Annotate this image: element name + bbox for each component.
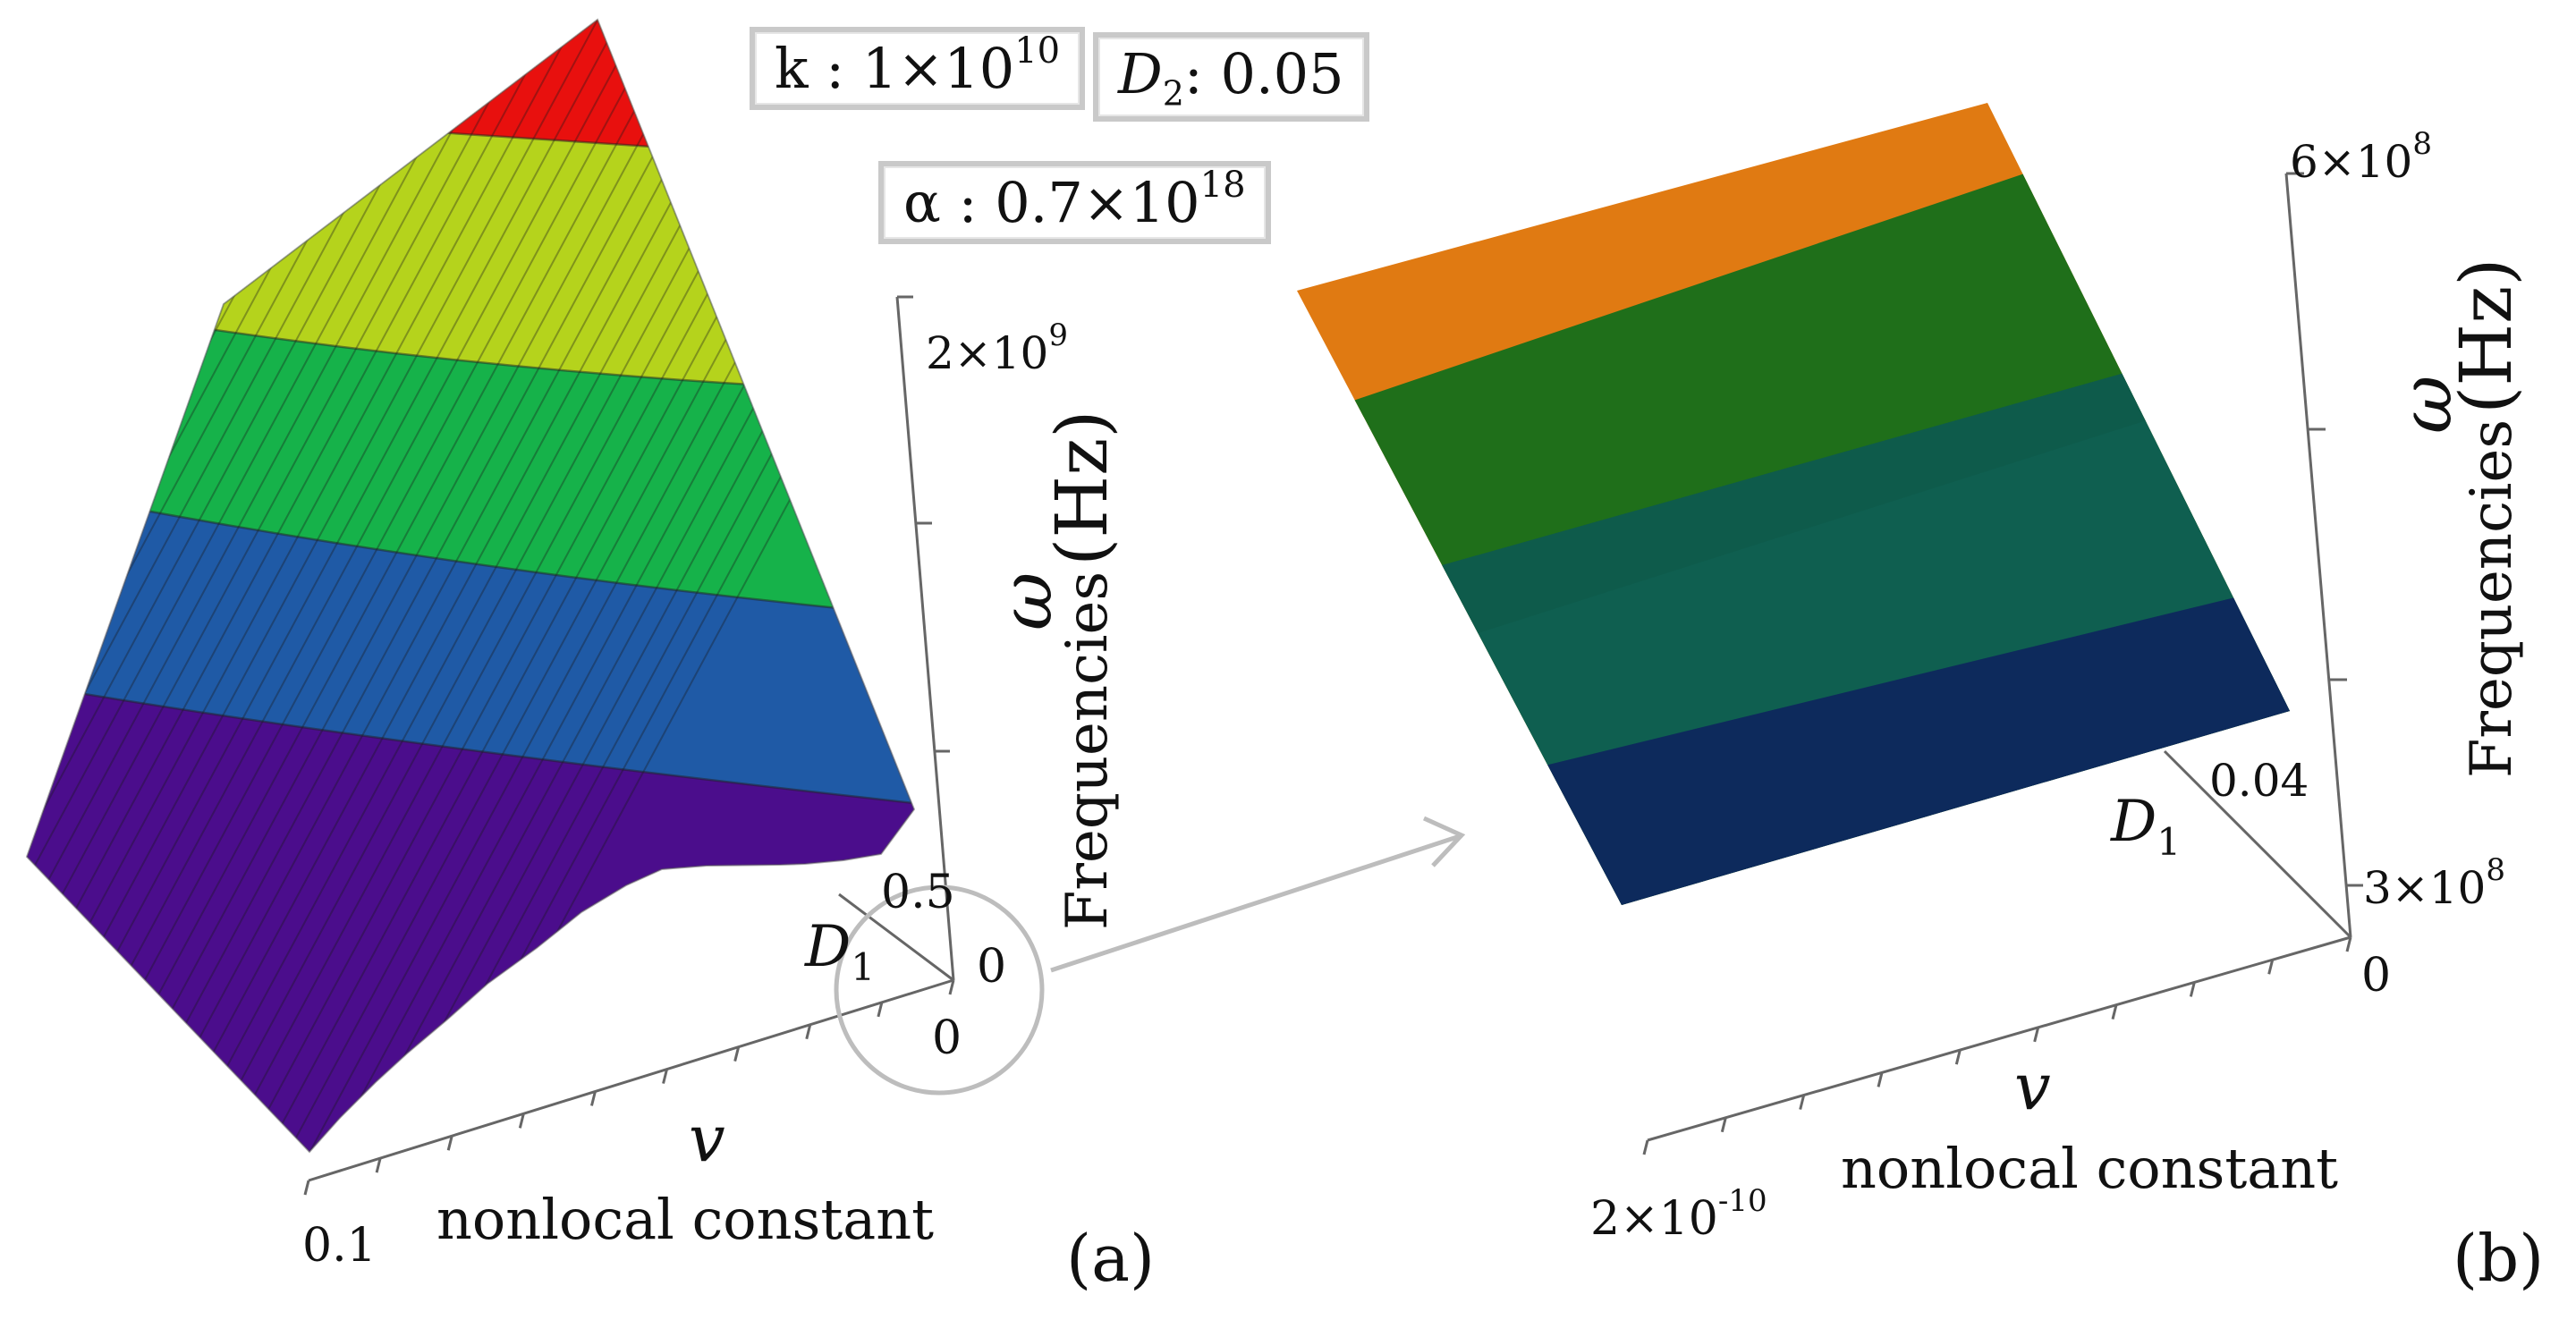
mesh-line — [27, 20, 523, 1152]
axis-tick — [2267, 959, 2275, 975]
param-box-alpha: α : 0.7×1018 — [878, 161, 1271, 244]
axis-tick — [2345, 936, 2352, 952]
b-v-tick: 2×10-10 — [1590, 1183, 1767, 1246]
panel-b-label: (b) — [2453, 1221, 2544, 1296]
b-z-tick-top: 6×108 — [2290, 126, 2432, 188]
b-nonlocal-label: nonlocal constant — [1841, 1136, 2338, 1201]
mesh-line — [89, 20, 716, 1152]
a-v-symbol: v — [689, 1101, 725, 1176]
panel-b-surface — [1297, 103, 2290, 905]
b-zero-tick: 0 — [2361, 949, 2391, 1003]
axis-tick — [589, 1091, 597, 1106]
mesh-line — [131, 20, 759, 1152]
zoom-circle — [834, 884, 1045, 1096]
axis-tick — [446, 1135, 453, 1151]
zoom-arrow — [1050, 816, 1466, 973]
a-d1-tick-0: 0 — [977, 940, 1006, 994]
axis-tick — [1642, 1139, 1649, 1155]
axis-tick — [1720, 1117, 1727, 1133]
axis-tick — [948, 979, 955, 995]
mesh-line — [46, 20, 674, 1152]
b-v-symbol: v — [2014, 1049, 2051, 1124]
b-z-axis-label: Frequencies(Hz) — [2445, 258, 2528, 778]
axis-tick — [662, 1069, 669, 1084]
panel-a-axes — [308, 296, 955, 1182]
axis-tick — [2189, 982, 2196, 997]
a-z-axis-label: Frequencies(Hz) — [1040, 410, 1123, 930]
a-z-tick-top: 2×109 — [926, 317, 1068, 379]
mesh-line — [27, 20, 545, 1152]
axis-tick — [375, 1157, 382, 1173]
axis-tick — [1799, 1095, 1806, 1110]
a-omega-symbol: ω — [985, 572, 1068, 630]
b-d1-tick: 0.04 — [2209, 755, 2309, 807]
b-omega-symbol: ω — [2385, 376, 2468, 434]
axis-tick — [518, 1113, 525, 1129]
b-d1-symbol: D1 — [2110, 789, 2181, 864]
axis-tick — [2111, 1004, 2118, 1020]
mesh-line — [67, 20, 695, 1152]
axis-tick — [1877, 1071, 1884, 1087]
axis-tick — [805, 1024, 812, 1040]
a-d1-tick-05: 0.5 — [881, 866, 955, 919]
a-d1-symbol: D1 — [804, 914, 875, 989]
axis-tick — [2033, 1027, 2040, 1043]
axis-tick — [1954, 1049, 1962, 1065]
a-nonlocal-label: nonlocal constant — [436, 1187, 934, 1252]
mesh-line — [110, 20, 738, 1152]
b-z-tick-bottom: 3×108 — [2363, 852, 2505, 914]
panel-b-axes — [1647, 173, 2352, 1142]
mesh-line — [27, 20, 502, 1152]
mesh-line — [27, 20, 480, 1152]
a-v-tick-0: 0 — [932, 1011, 962, 1065]
panel-a-label: (a) — [1066, 1221, 1155, 1296]
param-box-d2: D2: 0.05 — [1093, 32, 1369, 123]
a-v-tick-01: 0.1 — [302, 1219, 377, 1273]
axis-tick — [733, 1046, 741, 1062]
panel-b: 6×108 3×108 0 Frequencies(Hz) ω D1 0.04 … — [1297, 103, 2544, 1296]
axis-tick — [303, 1180, 310, 1196]
axis-tick — [877, 1002, 884, 1018]
param-box-k: k : 1×1010 — [750, 27, 1086, 110]
